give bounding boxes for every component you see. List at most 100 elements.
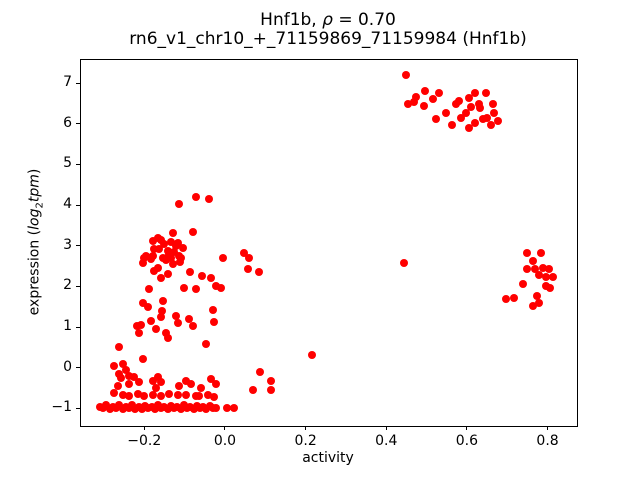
- data-point: [169, 260, 178, 269]
- data-point: [465, 93, 474, 102]
- data-point: [490, 108, 499, 117]
- y-tick: [76, 123, 80, 125]
- data-point: [216, 283, 225, 292]
- data-point: [518, 280, 527, 289]
- data-point: [531, 265, 540, 274]
- data-point: [191, 192, 200, 201]
- data-point: [133, 321, 142, 330]
- data-point: [466, 103, 475, 112]
- y-label-suffix: ): [26, 168, 43, 175]
- data-point: [178, 243, 187, 252]
- data-point: [428, 95, 437, 104]
- data-point: [210, 318, 219, 327]
- data-point: [138, 258, 147, 267]
- data-point: [175, 257, 184, 266]
- data-point: [266, 377, 275, 386]
- data-point: [187, 379, 196, 388]
- y-tick: [76, 82, 80, 84]
- plot-area: −0.2 0.0 0.2 0.4 0.6 0.8 −1 0 1 2 3 4 5 6 7: [51, 59, 578, 449]
- data-point: [163, 269, 172, 278]
- rho-symbol: ρ: [322, 10, 333, 30]
- data-point: [523, 248, 532, 257]
- x-tick: [224, 426, 226, 430]
- data-point: [157, 306, 166, 315]
- data-point: [122, 366, 131, 375]
- data-point: [118, 390, 127, 399]
- x-tick: [305, 426, 307, 430]
- y-label-prefix: expression (: [26, 229, 43, 316]
- data-point: [420, 87, 429, 96]
- data-point: [185, 314, 194, 323]
- x-tick: [547, 426, 549, 430]
- data-point: [113, 381, 122, 390]
- x-tick-label: 0.2: [294, 433, 317, 449]
- data-point: [528, 301, 537, 310]
- y-axis-label: expression (log2tpm): [27, 169, 46, 316]
- y-tick-label: 0: [63, 358, 72, 375]
- data-point: [456, 113, 465, 122]
- data-point: [412, 92, 421, 101]
- data-point: [204, 194, 213, 203]
- y-tick: [76, 407, 80, 409]
- data-point: [102, 401, 111, 410]
- data-point: [441, 108, 450, 117]
- data-point: [194, 392, 203, 401]
- y-tick-label: −1: [51, 399, 72, 416]
- data-point: [156, 236, 165, 245]
- data-point: [420, 102, 429, 111]
- data-point: [410, 97, 419, 106]
- x-tick-label: −0.2: [127, 433, 162, 449]
- data-point: [470, 88, 479, 97]
- data-point: [202, 405, 211, 414]
- data-point: [448, 120, 457, 129]
- data-point: [196, 383, 205, 392]
- data-point: [523, 265, 532, 274]
- data-point: [115, 342, 124, 351]
- data-point: [147, 316, 156, 325]
- data-point: [125, 371, 134, 380]
- data-point: [176, 405, 185, 414]
- data-point: [124, 392, 133, 401]
- data-point: [212, 379, 221, 388]
- data-point: [158, 296, 167, 305]
- data-point: [148, 376, 157, 385]
- chart-title: Hnf1b, ρ = 0.70 rn6_v1_chr10_+_71159869_…: [129, 11, 527, 49]
- y-tick: [76, 367, 80, 369]
- data-point: [545, 265, 554, 274]
- data-point: [222, 404, 231, 413]
- data-point: [181, 390, 190, 399]
- data-point: [188, 227, 197, 236]
- data-point: [139, 392, 148, 401]
- data-point: [172, 311, 181, 320]
- data-point: [308, 351, 317, 360]
- data-point: [168, 228, 177, 237]
- data-point: [118, 360, 127, 369]
- data-point: [245, 253, 254, 262]
- data-point: [218, 254, 227, 263]
- data-point: [150, 245, 159, 254]
- data-point: [148, 390, 157, 399]
- data-point: [478, 115, 487, 124]
- data-point: [493, 116, 502, 125]
- data-point: [404, 100, 413, 109]
- y-tick: [76, 285, 80, 287]
- data-point: [145, 285, 154, 294]
- data-point: [536, 249, 545, 258]
- data-point: [240, 248, 249, 257]
- data-point: [431, 115, 440, 124]
- data-point: [156, 273, 165, 282]
- y-tick-label: 7: [63, 74, 72, 91]
- data-point: [402, 71, 411, 80]
- x-tick-label: 0.4: [375, 433, 398, 449]
- chart-title-line1: Hnf1b, ρ = 0.70: [129, 11, 527, 30]
- y-tick-label: 2: [63, 277, 72, 294]
- data-point: [137, 321, 146, 330]
- data-point: [155, 245, 164, 254]
- data-point: [170, 247, 179, 256]
- data-point: [130, 373, 139, 382]
- x-tick-label: 0.8: [536, 433, 559, 449]
- data-point: [173, 391, 182, 400]
- data-point: [535, 298, 544, 307]
- y-label-log: log: [26, 208, 43, 230]
